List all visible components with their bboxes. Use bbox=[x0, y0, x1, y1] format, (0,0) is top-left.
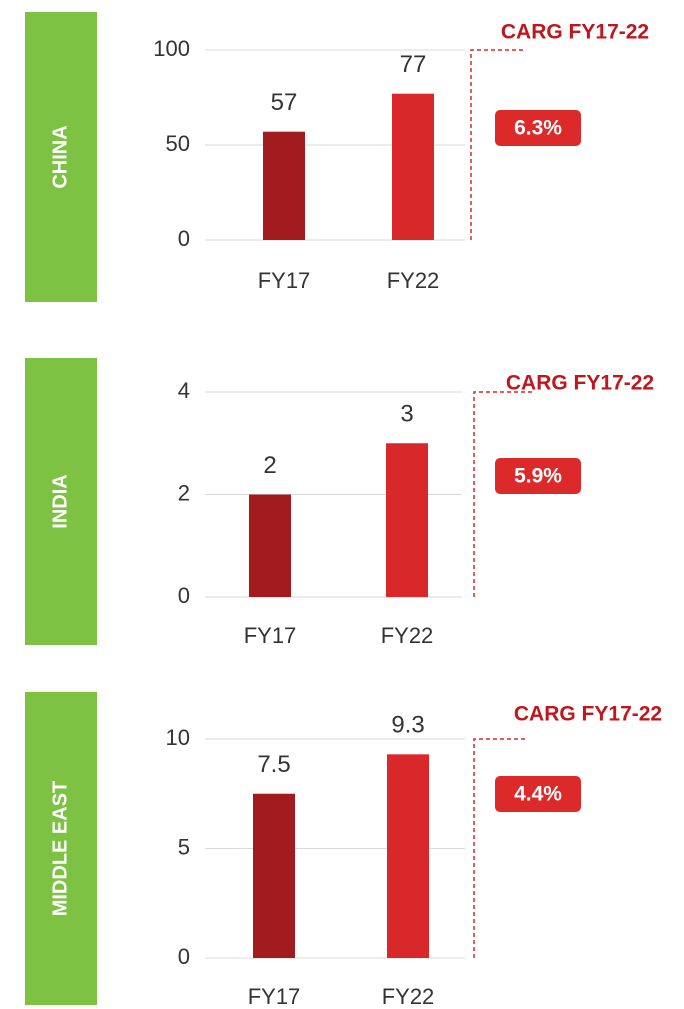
x-tick-label: FY17 bbox=[244, 623, 297, 648]
y-tick-label: 10 bbox=[166, 725, 190, 750]
bar bbox=[249, 494, 291, 597]
cagr-value: 4.4% bbox=[514, 783, 562, 806]
bar bbox=[386, 443, 428, 597]
cagr-bracket bbox=[470, 49, 525, 240]
y-tick-label: 0 bbox=[178, 226, 190, 251]
cagr-annotation: CARG FY17-22 bbox=[514, 703, 662, 726]
cagr-bracket bbox=[473, 738, 528, 958]
y-tick-label: 0 bbox=[178, 583, 190, 608]
cagr-badge bbox=[495, 458, 581, 494]
cagr-annotation: CARG FY17-22 bbox=[506, 372, 654, 395]
x-tick-label: FY22 bbox=[387, 268, 440, 293]
region-box bbox=[25, 12, 97, 302]
cagr-value: 5.9% bbox=[514, 465, 562, 488]
cagr-value: 6.3% bbox=[514, 117, 562, 140]
y-tick-label: 5 bbox=[178, 834, 190, 859]
cagr-annotation: CARG FY17-22 bbox=[501, 21, 649, 44]
y-tick-label: 2 bbox=[178, 480, 190, 505]
y-tick-label: 0 bbox=[178, 944, 190, 969]
value-label: 77 bbox=[400, 51, 427, 78]
bar bbox=[387, 754, 429, 958]
value-label: 3 bbox=[400, 401, 413, 428]
region-label: CHINA bbox=[49, 125, 71, 188]
x-tick-label: FY22 bbox=[381, 623, 434, 648]
cagr-badge bbox=[495, 110, 581, 146]
cagr-badge bbox=[495, 776, 581, 812]
y-tick-label: 4 bbox=[178, 378, 190, 403]
region-label: MIDDLE EAST bbox=[49, 781, 71, 917]
y-tick-label: 50 bbox=[166, 131, 190, 156]
x-tick-label: FY22 bbox=[382, 984, 435, 1009]
x-tick-label: FY17 bbox=[248, 984, 301, 1009]
cagr-bracket bbox=[473, 391, 535, 597]
x-tick-label: FY17 bbox=[258, 268, 311, 293]
bar bbox=[392, 93, 434, 240]
region-box bbox=[25, 692, 97, 1005]
region-box bbox=[25, 358, 97, 645]
bar bbox=[253, 793, 295, 958]
bar bbox=[263, 131, 305, 240]
value-label: 7.5 bbox=[257, 751, 290, 778]
value-label: 9.3 bbox=[391, 712, 424, 739]
y-tick-label: 100 bbox=[153, 36, 190, 61]
value-label: 57 bbox=[271, 89, 298, 116]
region-label: INDIA bbox=[49, 474, 71, 528]
value-label: 2 bbox=[263, 452, 276, 479]
